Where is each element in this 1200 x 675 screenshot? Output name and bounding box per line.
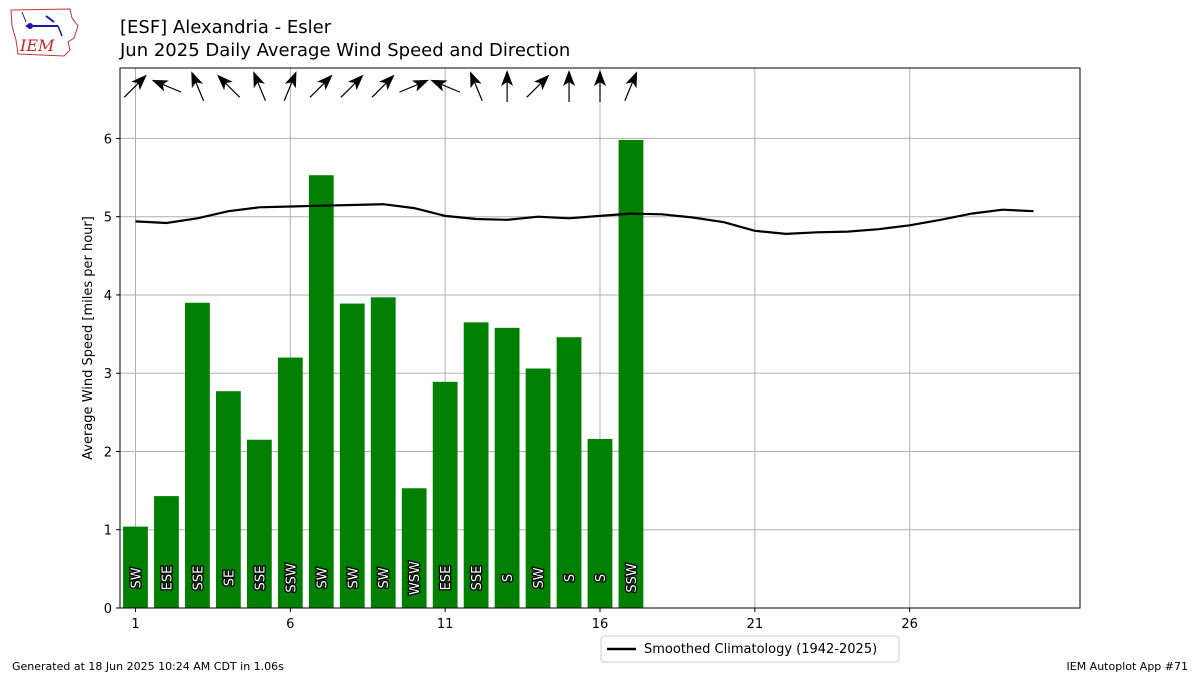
direction-label: ESE [439, 566, 454, 591]
direction-label: WSW [408, 561, 423, 595]
bar [308, 175, 334, 608]
bar [494, 327, 520, 608]
y-tick-label: 4 [104, 289, 112, 304]
wind-arrow-head [131, 74, 147, 91]
direction-label: S [563, 574, 578, 582]
svg-text:IEM: IEM [19, 36, 55, 55]
direction-label: ESE [160, 566, 175, 591]
direction-label: SSE [470, 566, 485, 591]
wind-arrow [283, 71, 297, 102]
wind-arrow [624, 71, 638, 102]
direction-label: S [501, 574, 516, 582]
wind-arrow [501, 70, 514, 102]
app-credit: IEM Autoplot App #71 [1066, 660, 1189, 673]
direction-label: SE [222, 570, 237, 586]
direction-label: SW [129, 567, 144, 588]
y-tick-label: 6 [104, 132, 112, 147]
climatology-line-group [135, 203, 1034, 236]
bar [618, 140, 644, 608]
wind-arrow-head [348, 74, 364, 91]
direction-label: SW [377, 567, 392, 588]
wind-arrow-head [594, 70, 606, 86]
bar [123, 526, 148, 608]
wind-arrow [526, 74, 550, 98]
wind-arrow-head [284, 71, 297, 89]
y-axis-label: Average Wind Speed [miles per hour] [81, 216, 96, 460]
direction-label: SSE [191, 566, 206, 591]
bar [185, 302, 210, 608]
bar [154, 496, 179, 608]
wind-arrow [309, 74, 333, 98]
direction-label: S [594, 574, 609, 582]
wind-arrow [253, 71, 267, 102]
wind-arrow-head [430, 79, 448, 92]
direction-label: SSW [625, 563, 640, 593]
y-tick-label: 2 [104, 445, 112, 460]
wind-arrow-head [191, 71, 203, 89]
bar [525, 368, 551, 608]
y-tick-label: 5 [104, 211, 112, 226]
wind-arrows [123, 70, 638, 102]
x-tick-label: 6 [286, 617, 294, 632]
wind-arrow-head [253, 71, 265, 89]
wind-arrow [123, 74, 147, 98]
bar [556, 337, 582, 608]
bar [432, 381, 458, 608]
wind-arrow-head [378, 74, 395, 91]
bar [339, 303, 365, 608]
direction-label: SSW [284, 563, 299, 593]
direction-label: SSE [253, 566, 268, 591]
wind-arrow [430, 79, 461, 93]
wind-arrow-head [625, 71, 638, 89]
bars [123, 140, 644, 608]
y-tick-label: 1 [104, 524, 112, 539]
bar [463, 322, 489, 608]
wind-arrow-head [470, 71, 482, 89]
legend-label: Smoothed Climatology (1942-2025) [644, 642, 877, 657]
direction-label: SW [346, 567, 361, 588]
bar [370, 297, 396, 608]
bar [246, 439, 272, 608]
wind-arrow-head [533, 74, 550, 91]
chart-title: Jun 2025 Daily Average Wind Speed and Di… [120, 40, 571, 61]
x-tick-label: 21 [747, 617, 764, 632]
wind-arrow-head [151, 79, 169, 92]
iem-logo-icon: IEM [8, 6, 80, 58]
direction-labels: SW ESE SSE SE SSE SSW SW SW SW WSW ESE SSE S SW S S SSW [128, 560, 641, 597]
wind-arrow-head [217, 74, 233, 91]
legend-box [600, 635, 900, 663]
x-tick-label: 26 [901, 617, 918, 632]
y-tick-label: 3 [104, 367, 112, 382]
direction-label: SW [532, 567, 547, 588]
wind-arrow [399, 79, 429, 93]
wind-arrow [371, 74, 395, 98]
wind-arrow-head [563, 70, 576, 86]
bar [216, 391, 241, 608]
generated-timestamp: Generated at 18 Jun 2025 10:24 AM CDT in… [12, 660, 284, 673]
wind-arrow-head [317, 74, 333, 91]
chart-title-station: [ESF] Alexandria - Esler [120, 17, 332, 38]
wind-arrow [191, 71, 205, 102]
climatology-line [135, 203, 1034, 236]
wind-arrow-head [501, 70, 514, 86]
wind-arrow-head [411, 79, 429, 92]
wind-arrow [563, 70, 576, 102]
direction-label: SW [315, 567, 330, 588]
bar [277, 357, 303, 608]
wind-arrow [594, 70, 606, 102]
x-tick-label: 16 [592, 617, 609, 632]
wind-arrow [470, 71, 483, 102]
x-tick-label: 11 [437, 617, 454, 632]
legend: Smoothed Climatology (1942-2025) [600, 635, 900, 663]
x-tick-label: 1 [131, 617, 139, 632]
wind-arrow [151, 79, 182, 93]
bar [587, 438, 613, 608]
bar [401, 488, 427, 608]
y-tick-label: 0 [104, 602, 112, 617]
wind-arrow [340, 74, 364, 98]
wind-arrow [217, 74, 241, 98]
